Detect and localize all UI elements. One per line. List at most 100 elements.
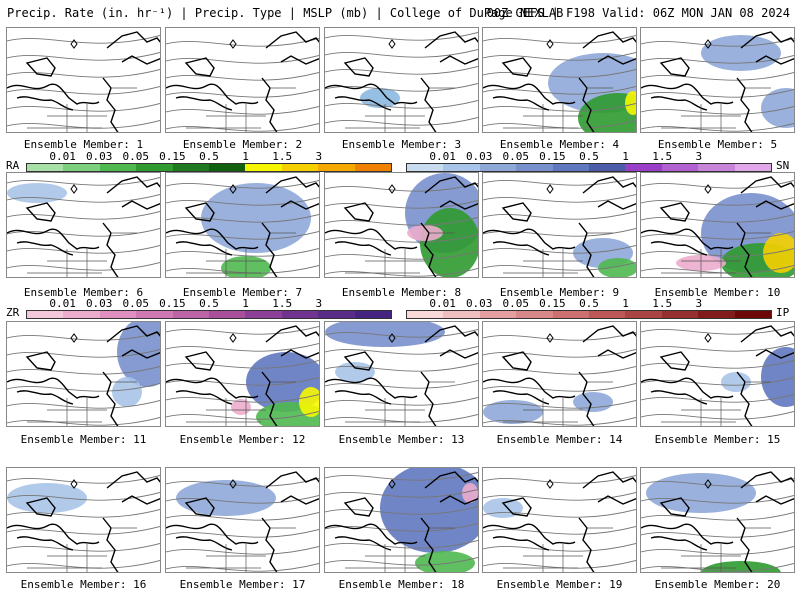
snow-legend-swatch (443, 164, 480, 171)
ensemble-member-label-14: Ensemble Member: 14 (496, 433, 623, 446)
ice-legend-swatch (734, 311, 772, 318)
ice-pellets-type-label: IP (776, 306, 790, 319)
snow-legend-swatch (625, 164, 662, 171)
rain-legend: 0.01 0.03 0.05 0.15 0.5 1 1.5 3 (26, 150, 392, 176)
snow-legend-swatch (661, 164, 699, 171)
ensemble-member-label-11: Ensemble Member: 11 (20, 433, 147, 446)
rain-legend-swatch (136, 164, 173, 171)
header-product-title: Precip. Rate (in. hr⁻¹) | Precip. Type |… (7, 6, 564, 20)
ice-legend-tick-label: 0.01 (429, 297, 456, 310)
ice-legend-swatch (625, 311, 662, 318)
freezing-legend-values: 0.01 0.03 0.05 0.15 0.5 1 1.5 3 (26, 297, 392, 310)
rain-legend-tick-label: 3 (315, 150, 323, 163)
ice-legend-tick-label: 0.05 (502, 297, 530, 310)
ensemble-map-panel-12 (165, 321, 320, 427)
ice-legend-swatch (661, 311, 699, 318)
rain-legend-tick-label: 0.01 (49, 150, 76, 163)
snow-legend-tick-label: 0.03 (465, 150, 493, 163)
freezing-legend-swatch (99, 311, 137, 318)
freezing-legend-swatch (245, 311, 282, 318)
freezing-legend-swatch (209, 311, 246, 318)
snow-legend-colorbar (406, 163, 772, 172)
freezing-legend-tick-label: 0.03 (85, 297, 113, 310)
snow-legend-tick-label: 1.5 (652, 150, 673, 163)
ensemble-map-panel-7 (165, 172, 320, 278)
rain-legend-tick-label: 0.5 (199, 150, 219, 163)
snow-legend-tick-label: 0.05 (502, 150, 530, 163)
ensemble-map-panel-13 (324, 321, 479, 427)
ice-pellets-legend: 0.01 0.03 0.05 0.15 0.5 1 1.5 3 (406, 297, 772, 323)
snow-legend-swatch (552, 164, 590, 171)
ensemble-map-panel-5 (640, 27, 795, 133)
freezing-legend-tick-label: 0.15 (159, 297, 186, 310)
rain-legend-tick-label: 0.15 (159, 150, 186, 163)
ice-legend-swatch (407, 311, 444, 318)
freezing-legend-tick-label: 1 (242, 297, 249, 310)
snow-legend: 0.01 0.03 0.05 0.15 0.5 1 1.5 3 (406, 150, 772, 176)
rain-legend-swatch (281, 164, 319, 171)
ensemble-member-label-7: Ensemble Member: 7 (182, 286, 303, 299)
rain-legend-swatch (99, 164, 137, 171)
ice-legend-swatch (589, 311, 626, 318)
ensemble-map-panel-8 (324, 172, 479, 278)
ensemble-member-label-2: Ensemble Member: 2 (182, 138, 303, 151)
freezing-rain-type-label: ZR (6, 306, 20, 319)
freezing-legend-swatch (63, 311, 100, 318)
ensemble-member-label-13: Ensemble Member: 13 (338, 433, 465, 446)
ensemble-member-label-1: Ensemble Member: 1 (23, 138, 144, 151)
rain-legend-swatch (354, 164, 392, 171)
freezing-legend-swatch (27, 311, 64, 318)
ensemble-member-label-4: Ensemble Member: 4 (499, 138, 620, 151)
freezing-legend-swatch (318, 311, 355, 318)
ensemble-map-panel-10 (640, 172, 795, 278)
ensemble-map-panel-1 (6, 27, 161, 133)
ensemble-map-panel-2 (165, 27, 320, 133)
ensemble-member-label-5: Ensemble Member: 5 (657, 138, 778, 151)
ensemble-map-panel-15 (640, 321, 795, 427)
snow-legend-tick-label: 0.01 (429, 150, 456, 163)
ensemble-map-panel-17 (165, 467, 320, 573)
ensemble-member-label-18: Ensemble Member: 18 (338, 578, 465, 591)
ice-legend-tick-label: 0.5 (579, 297, 599, 310)
freezing-legend-tick-label: 0.05 (122, 297, 150, 310)
ensemble-member-label-20: Ensemble Member: 20 (654, 578, 781, 591)
snow-legend-swatch (589, 164, 626, 171)
snow-legend-values: 0.01 0.03 0.05 0.15 0.5 1 1.5 3 (406, 150, 772, 163)
ensemble-member-label-9: Ensemble Member: 9 (499, 286, 620, 299)
ice-legend-swatch (552, 311, 590, 318)
snow-legend-tick-label: 1 (622, 150, 629, 163)
ensemble-map-panel-19 (482, 467, 637, 573)
rain-legend-swatch (27, 164, 64, 171)
ice-legend-tick-label: 1.5 (652, 297, 673, 310)
ice-legend-tick-label: 1 (622, 297, 629, 310)
ensemble-map-panel-16 (6, 467, 161, 573)
freezing-legend-tick-label: 0.5 (199, 297, 219, 310)
freezing-legend-tick-label: 0.01 (49, 297, 76, 310)
rain-legend-tick-label: 0.05 (122, 150, 150, 163)
ensemble-map-panel-9 (482, 172, 637, 278)
snow-type-label: SN (776, 159, 790, 172)
header-valid-time: 00Z GEFS | F198 Valid: 06Z MON JAN 08 20… (486, 6, 790, 20)
ensemble-member-label-10: Ensemble Member: 10 (654, 286, 781, 299)
freezing-legend-tick-label: 1.5 (272, 297, 293, 310)
ensemble-member-label-3: Ensemble Member: 3 (341, 138, 462, 151)
freezing-legend-colorbar (26, 310, 392, 319)
snow-legend-tick-label: 3 (695, 150, 703, 163)
header: Precip. Rate (in. hr⁻¹) | Precip. Type |… (0, 0, 800, 24)
ensemble-map-panel-20 (640, 467, 795, 573)
rain-legend-swatch (245, 164, 282, 171)
rain-legend-swatch (63, 164, 100, 171)
freezing-legend-swatch (136, 311, 173, 318)
snow-legend-tick-label: 0.5 (579, 150, 599, 163)
freezing-rain-legend: 0.01 0.03 0.05 0.15 0.5 1 1.5 3 (26, 297, 392, 323)
rain-type-label: RA (6, 159, 20, 172)
freezing-legend-swatch (281, 311, 319, 318)
rain-legend-tick-label: 0.03 (85, 150, 113, 163)
ice-legend-tick-label: 0.15 (539, 297, 566, 310)
rain-legend-tick-label: 1 (242, 150, 249, 163)
rain-legend-colorbar (26, 163, 392, 172)
freezing-legend-swatch (354, 311, 392, 318)
snow-legend-swatch (479, 164, 517, 171)
ice-legend-swatch (698, 311, 735, 318)
ensemble-map-panel-18 (324, 467, 479, 573)
